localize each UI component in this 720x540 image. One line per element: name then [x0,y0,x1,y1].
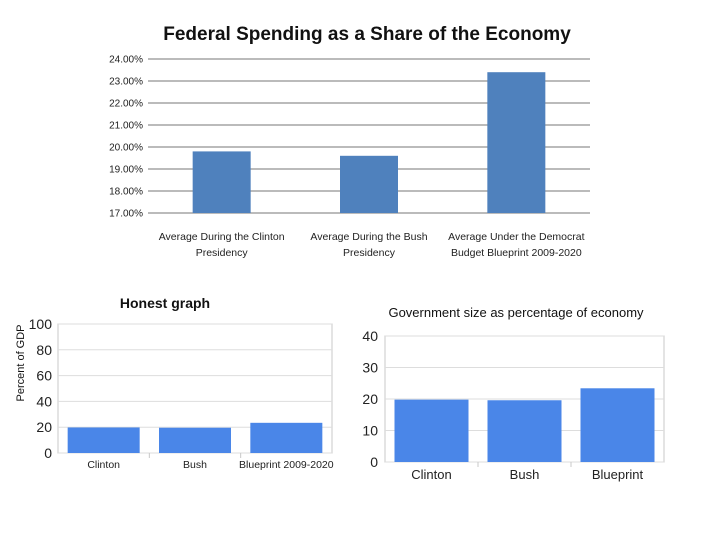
bar [487,72,546,213]
y-tick-label: 0 [44,445,52,461]
category-label: Clinton [411,467,451,482]
y-tick-label: 80 [36,342,52,358]
bar [487,400,562,462]
bar [394,399,469,462]
chart-title: Government size as percentage of economy [388,305,644,320]
category-label: Blueprint [592,467,644,482]
chart-honest-graph: Honest graph Percent of GDP 0 20 40 60 80 100… [15,295,334,471]
y-tick-label: 0 [370,454,378,470]
y-tick-label: 30 [362,360,378,376]
y-tick-label: 100 [29,316,53,332]
y-tick-label: 24.00% [109,55,143,66]
category-label: Clinton [87,459,120,471]
y-tick-label: 18.00% [109,187,143,198]
y-tick-label: 10 [362,423,378,439]
category-label: Bush [183,459,207,471]
category-label: Bush [510,467,540,482]
category-label: Average During the Bush Presidency [310,231,427,259]
bar [159,427,231,453]
y-tick-label: 23.00% [109,77,143,88]
chart-government-size: Government size as percentage of economy… [362,305,665,482]
y-tick-label: 21.00% [109,121,143,132]
chart-title: Honest graph [120,295,210,311]
y-tick-label: 20 [362,391,378,407]
y-tick-label: 40 [36,393,52,409]
y-tick-label: 19.00% [109,165,143,176]
y-axis-label: Percent of GDP [15,324,27,401]
chart-title: Federal Spending as a Share of the Econo… [163,24,571,45]
chart-federal-spending: Federal Spending as a Share of the Econo… [109,24,590,259]
y-tick-label: 22.00% [109,99,143,110]
y-tick-label: 20.00% [109,143,143,154]
y-tick-label: 17.00% [109,209,143,220]
bar [340,155,398,213]
bar [67,427,140,453]
category-label: Average During the Clinton Presidency [159,231,285,259]
category-label: Blueprint 2009-2020 [239,459,334,471]
bar [192,151,251,213]
bar [250,422,323,453]
y-tick-label: 40 [362,328,378,344]
bar [580,388,655,462]
category-label: Average Under the Democrat Budget Bluepri… [448,231,584,259]
y-tick-label: 60 [36,368,52,384]
y-tick-label: 20 [36,419,52,435]
